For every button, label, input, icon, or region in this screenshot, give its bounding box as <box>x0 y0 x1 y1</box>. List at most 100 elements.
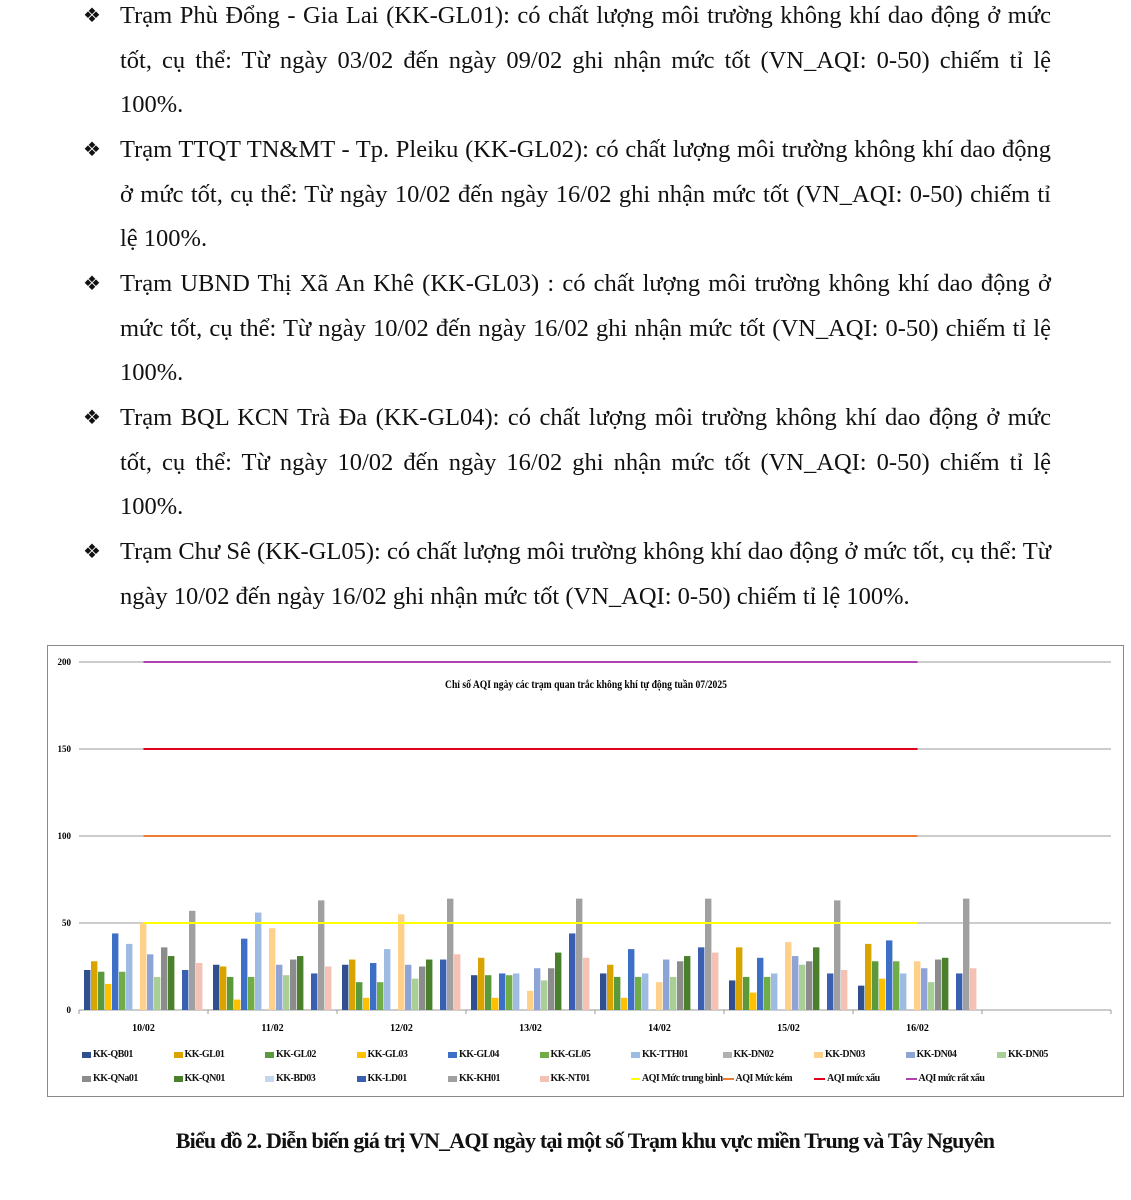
bar-kk-dn05 <box>670 976 677 1010</box>
bar-kk-gl03 <box>879 978 886 1010</box>
bar-kk-dn05 <box>283 975 290 1010</box>
legend-item: KK-GL04 <box>448 1049 540 1060</box>
bar-kk-dn04 <box>792 956 799 1010</box>
legend-label: KK-DN02 <box>733 1049 774 1060</box>
bar-kk-gl02 <box>98 971 105 1010</box>
bar-kk-dn04 <box>534 968 541 1010</box>
legend-line-icon <box>722 1077 734 1080</box>
bar-kk-gl01 <box>91 961 98 1010</box>
figure-caption: Biểu đồ 2. Diễn biến giá trị VN_AQI ngày… <box>175 1128 995 1153</box>
bar-kk-gl03 <box>105 983 112 1010</box>
bar-kk-gl05 <box>893 961 900 1010</box>
bar-kk-kh01 <box>318 900 325 1010</box>
bar-kk-dn03 <box>527 990 534 1010</box>
legend-label: AQI Mức kém <box>735 1073 793 1084</box>
bar-kk-gl03 <box>363 997 370 1010</box>
legend-swatch-icon <box>173 1051 183 1058</box>
bar-kk-dn04 <box>147 954 154 1010</box>
legend-swatch-icon <box>265 1075 274 1082</box>
legend-label: KK-GL05 <box>550 1049 591 1060</box>
bar-kk-gl04 <box>112 933 119 1010</box>
bar-kk-gl01 <box>865 943 872 1010</box>
bullet-paragraph: ❖ Trạm Chư Sê (KK-GL05): có chất lượng mô… <box>83 530 1051 619</box>
bar-kk-tth01 <box>513 973 520 1010</box>
bar-kk-kh01 <box>834 900 841 1010</box>
y-tick-label: 50 <box>62 918 72 928</box>
legend-swatch-icon <box>905 1051 915 1058</box>
bar-kk-gl04 <box>628 949 635 1010</box>
legend-label: KK-QN01 <box>184 1073 226 1084</box>
bar-kk-tth01 <box>771 973 778 1010</box>
bar-kk-gl02 <box>614 976 621 1010</box>
legend-swatch-icon <box>82 1051 91 1058</box>
bar-kk-qn01 <box>684 956 691 1010</box>
bar-kk-dn04 <box>921 968 928 1010</box>
bar-kk-dn04 <box>276 964 283 1010</box>
legend-swatch-icon <box>631 1051 640 1058</box>
bar-kk-qb01 <box>84 969 91 1010</box>
x-tick-label: 10/02 <box>132 1023 155 1034</box>
bar-kk-nt01 <box>841 969 848 1010</box>
legend-item: KK-DN03 <box>814 1049 906 1060</box>
y-tick-label: 100 <box>58 831 72 841</box>
legend-item: KK-NT01 <box>539 1073 632 1084</box>
bar-kk-ld01 <box>569 933 576 1010</box>
bar-kk-gl02 <box>872 961 879 1010</box>
legend-item: KK-QN01 <box>173 1073 266 1084</box>
x-tick-label: 15/02 <box>777 1023 800 1034</box>
legend-line-icon <box>905 1077 917 1080</box>
bar-kk-qna01 <box>677 961 684 1010</box>
y-tick-label: 0 <box>67 1005 72 1015</box>
legend-swatch-icon <box>265 1051 274 1058</box>
legend-item: AQI mức rất xấu <box>905 1073 998 1084</box>
legend-item: KK-BD03 <box>265 1073 357 1084</box>
legend-item: AQI Mức trung bình <box>631 1073 723 1084</box>
bar-kk-qna01 <box>419 966 426 1010</box>
legend-item: KK-QB01 <box>82 1049 174 1060</box>
bar-kk-qb01 <box>600 973 607 1010</box>
bullet-paragraph: ❖ Trạm Phù Đổng - Gia Lai (KK-GL01): có c… <box>83 0 1051 128</box>
x-tick-label: 12/02 <box>390 1023 413 1034</box>
bar-kk-qn01 <box>168 956 175 1010</box>
legend-swatch-icon <box>539 1051 549 1058</box>
bar-kk-qna01 <box>161 947 168 1010</box>
bar-kk-nt01 <box>583 957 590 1010</box>
legend-item: KK-GL02 <box>265 1049 357 1060</box>
bar-kk-dn04 <box>663 959 670 1010</box>
legend-label: AQI mức rất xấu <box>918 1073 986 1084</box>
legend-line-icon <box>631 1077 640 1080</box>
bar-kk-gl01 <box>736 947 743 1010</box>
legend-item: AQI Mức kém <box>722 1073 815 1084</box>
diamond-bullet-icon: ❖ <box>83 139 101 161</box>
bar-kk-qn01 <box>297 956 304 1010</box>
bar-kk-dn05 <box>541 980 548 1010</box>
legend-label: KK-GL01 <box>184 1049 225 1060</box>
bar-kk-gl05 <box>506 975 513 1010</box>
legend-label: KK-KH01 <box>459 1073 500 1084</box>
legend-swatch-icon <box>82 1075 91 1082</box>
legend-swatch-icon <box>539 1075 549 1082</box>
bar-kk-qn01 <box>942 957 949 1010</box>
chart-canvas: 0 50 100 150 200 Chỉ số AQI ngày các trạm qua… <box>58 657 1112 1034</box>
x-tick-label: 11/02 <box>261 1023 283 1034</box>
legend-swatch-icon <box>997 1051 1006 1058</box>
bar-kk-qna01 <box>290 959 297 1010</box>
legend-item: KK-KH01 <box>448 1073 540 1084</box>
bar-kk-dn03 <box>656 982 663 1010</box>
legend-label: KK-QNa01 <box>93 1073 138 1084</box>
legend-label: KK-QB01 <box>93 1049 133 1060</box>
bar-kk-gl02 <box>743 976 750 1010</box>
legend-swatch-icon <box>448 1051 457 1058</box>
paragraph-text: Trạm Chư Sê (KK-GL05): có chất lượng môi… <box>120 538 1051 610</box>
bar-kk-kh01 <box>963 898 970 1010</box>
aqi-bar-chart: 0 50 100 150 200 Chỉ số AQI ngày các trạm qua… <box>47 645 1124 1097</box>
bullet-paragraph: ❖ Trạm BQL KCN Trà Đa (KK-GL04): có chất … <box>83 396 1051 530</box>
x-tick-label: 16/02 <box>906 1023 929 1034</box>
legend-line-icon <box>814 1077 825 1080</box>
bar-kk-dn05 <box>928 982 935 1010</box>
bar-kk-qna01 <box>548 968 555 1010</box>
bar-kk-gl05 <box>764 976 771 1010</box>
bar-kk-qn01 <box>555 952 562 1010</box>
bar-kk-gl04 <box>241 938 248 1010</box>
bar-kk-kh01 <box>576 898 583 1010</box>
